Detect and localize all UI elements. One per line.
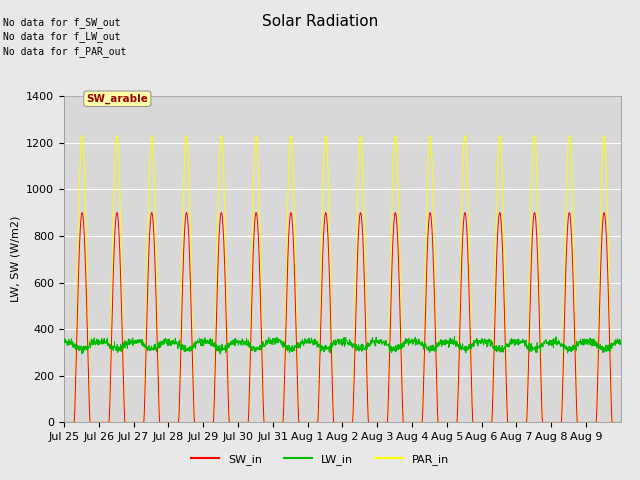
Text: No data for f_LW_out: No data for f_LW_out [3, 31, 121, 42]
Text: No data for f_PAR_out: No data for f_PAR_out [3, 46, 127, 57]
Y-axis label: LW, SW (W/m2): LW, SW (W/m2) [11, 216, 20, 302]
Text: No data for f_SW_out: No data for f_SW_out [3, 17, 121, 28]
Text: Solar Radiation: Solar Radiation [262, 14, 378, 29]
Text: SW_arable: SW_arable [86, 94, 148, 104]
Legend: SW_in, LW_in, PAR_in: SW_in, LW_in, PAR_in [187, 450, 453, 469]
